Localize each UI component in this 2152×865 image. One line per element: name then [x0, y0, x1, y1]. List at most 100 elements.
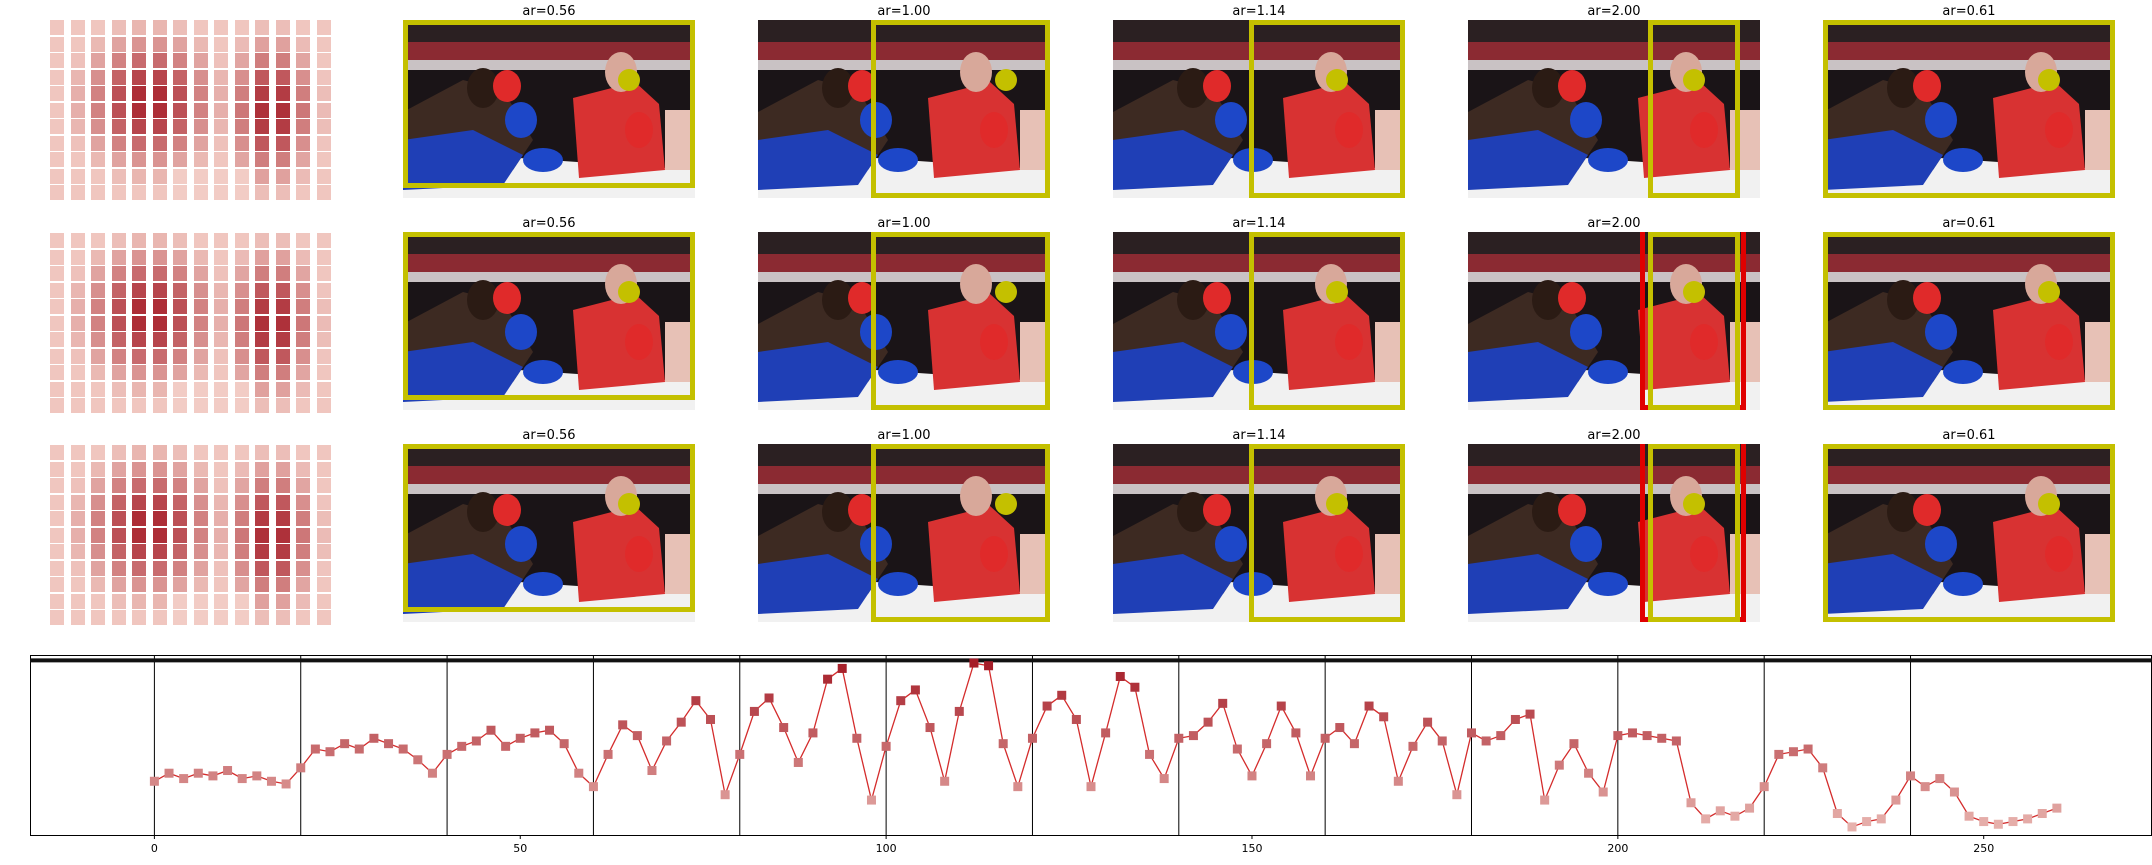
heatmap-cell [234, 135, 249, 151]
panel-title-r1-c3: ar=2.00 [1587, 216, 1641, 231]
heatmap-cell [234, 365, 249, 380]
heatmap-cell [214, 152, 228, 167]
heatmap-cell [275, 102, 290, 118]
heatmap-cell [111, 152, 126, 167]
heatmap-cell [50, 20, 64, 35]
heatmap-cell [91, 560, 105, 576]
heatmap-cell [255, 593, 269, 609]
heatmap-cell [275, 365, 290, 380]
heatmap-cell [234, 119, 249, 134]
heatmap-cell [316, 135, 331, 151]
heatmap-cell [193, 348, 208, 364]
data-point [1906, 771, 1916, 781]
heatmap-cell [152, 185, 167, 200]
heatmap-cell [91, 168, 105, 184]
heatmap-cell [214, 593, 228, 609]
boxing-photo [403, 20, 695, 198]
heatmap-cell [132, 69, 146, 85]
data-point [164, 768, 174, 778]
heatmap-cell [234, 511, 249, 526]
heatmap-cell [152, 266, 167, 281]
heatmap-cell [255, 315, 269, 331]
data-point [1774, 749, 1784, 759]
data-point [1657, 733, 1667, 743]
heatmap-cell [214, 527, 228, 543]
heatmap-cell [275, 560, 290, 576]
heatmap-cell [91, 69, 105, 85]
heatmap-cell [275, 398, 290, 413]
crop-panel-r1-c3 [1468, 232, 1760, 410]
heatmap-cell [111, 266, 126, 281]
crop-box [1648, 444, 1740, 622]
heatmap-cell [316, 445, 331, 460]
heatmap-cell [234, 233, 249, 248]
data-point [471, 736, 481, 746]
data-point [808, 728, 818, 738]
data-point [179, 774, 189, 784]
data-point [1569, 739, 1579, 749]
heatmap-cell [255, 282, 269, 298]
heatmap-cell [111, 249, 126, 265]
heatmap-cell [50, 36, 64, 52]
heatmap-cell [152, 299, 167, 314]
heatmap-cell [91, 494, 105, 510]
heatmap-cell [214, 445, 228, 460]
heatmap-cell [91, 332, 105, 347]
panel-title-r2-c3: ar=2.00 [1587, 428, 1641, 443]
heatmap-cell [173, 511, 187, 526]
focus-point-marker [2038, 281, 2060, 303]
heatmap-cell [70, 610, 85, 625]
heatmap-cell [111, 527, 126, 543]
heatmap-cell [316, 348, 331, 364]
heatmap-cell [234, 332, 249, 347]
heatmap-cell [234, 185, 249, 200]
panel-title-r1-c2: ar=1.14 [1232, 216, 1286, 231]
heatmap-cell [234, 398, 249, 413]
heatmap-cell [214, 332, 228, 347]
heatmap-cell [275, 544, 290, 559]
heatmap-cell [50, 461, 64, 477]
data-point [545, 725, 555, 735]
data-point [1510, 714, 1520, 724]
heatmap-cell [316, 20, 331, 35]
data-point [413, 755, 423, 765]
data-point [1715, 806, 1725, 816]
heatmap-cell [173, 20, 187, 35]
heatmap-cell [70, 102, 85, 118]
heatmap-cell [132, 560, 146, 576]
heatmap-cell [91, 445, 105, 460]
heatmap-cell [152, 511, 167, 526]
panel-title-r0-c0: ar=0.56 [522, 4, 576, 19]
heatmap-cell [275, 266, 290, 281]
heatmap-cell [91, 152, 105, 167]
panel-title-r0-c2: ar=1.14 [1232, 4, 1286, 19]
heatmap-cell [132, 152, 146, 167]
heatmap-cell [70, 36, 85, 52]
x-tick-label: 200 [1607, 842, 1628, 855]
crop-panel-r1-c4 [1823, 232, 2115, 410]
heatmap-cell [296, 461, 310, 477]
heatmap-cell [152, 119, 167, 134]
heatmap-cell [173, 282, 187, 298]
heatmap-cell [275, 315, 290, 331]
heatmap-cell [193, 36, 208, 52]
heatmap-cell [316, 593, 331, 609]
heatmap-cell [275, 527, 290, 543]
data-point [281, 779, 291, 789]
heatmap-cell [132, 445, 146, 460]
heatmap-cell [316, 119, 331, 134]
data-point [1891, 795, 1901, 805]
heatmap-cell [70, 135, 85, 151]
heatmap-cell [173, 445, 187, 460]
heatmap-cell [50, 365, 64, 380]
heatmap-cell [255, 135, 269, 151]
heatmap-cell [234, 168, 249, 184]
heatmap-cell [234, 348, 249, 364]
data-point [969, 658, 979, 668]
heatmap-cell [234, 102, 249, 118]
heatmap-cell [152, 461, 167, 477]
heatmap-cell [193, 332, 208, 347]
heatmap-cell [193, 365, 208, 380]
heatmap-cell [296, 36, 310, 52]
